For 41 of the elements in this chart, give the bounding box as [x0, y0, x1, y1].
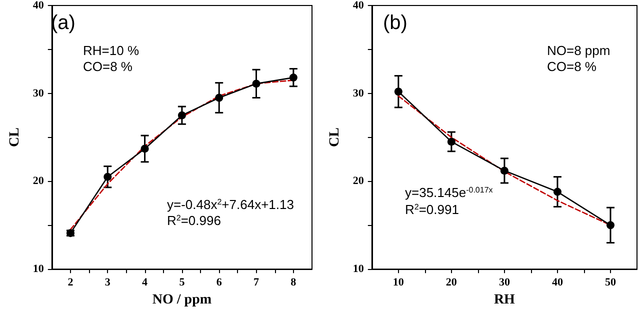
annotation: (b): [383, 12, 408, 34]
point: [606, 221, 614, 230]
x-tick-label: 40: [552, 276, 564, 289]
x-tick-label: 6: [216, 276, 222, 289]
annotation: NO=8 ppm: [547, 43, 610, 58]
x-tick-label: 5: [179, 276, 186, 289]
point: [215, 94, 224, 102]
point: [104, 172, 112, 181]
point: [553, 188, 562, 196]
annotation: CO=8 %: [547, 59, 597, 74]
point: [447, 138, 456, 146]
y-axis-title: CL: [328, 128, 342, 148]
x-axis-title: NO / ppm: [152, 292, 212, 308]
y-tick-label: 20: [352, 175, 364, 188]
y-tick-label: 40: [32, 0, 44, 12]
point: [252, 80, 260, 88]
x-tick-label: 7: [254, 276, 260, 289]
annotation: CO=8 %: [83, 59, 133, 74]
point: [178, 111, 186, 120]
x-tick-label: 3: [104, 276, 111, 289]
y-tick-label: 10: [32, 263, 44, 276]
x-tick-label: 10: [392, 276, 404, 289]
x-tick-label: 20: [446, 276, 458, 289]
x-tick-label: 2: [68, 276, 74, 289]
annotation: RH=10 %: [83, 43, 140, 58]
y-tick-label: 40: [352, 0, 364, 12]
x-tick-label: 30: [498, 276, 510, 289]
y-tick-label: 20: [32, 175, 44, 188]
point: [394, 88, 402, 96]
y-tick-label: 30: [32, 87, 44, 100]
annotation: (a): [51, 12, 76, 34]
point: [289, 74, 298, 82]
x-tick-label: 50: [604, 276, 616, 289]
y-axis-title: CL: [8, 128, 22, 148]
y-tick-label: 10: [352, 263, 364, 276]
point: [500, 166, 508, 175]
x-tick-label: 4: [142, 276, 148, 289]
x-tick-label: 8: [290, 276, 297, 289]
y-tick-label: 30: [352, 87, 364, 100]
x-axis-title: RH: [494, 292, 516, 308]
point: [140, 144, 149, 153]
